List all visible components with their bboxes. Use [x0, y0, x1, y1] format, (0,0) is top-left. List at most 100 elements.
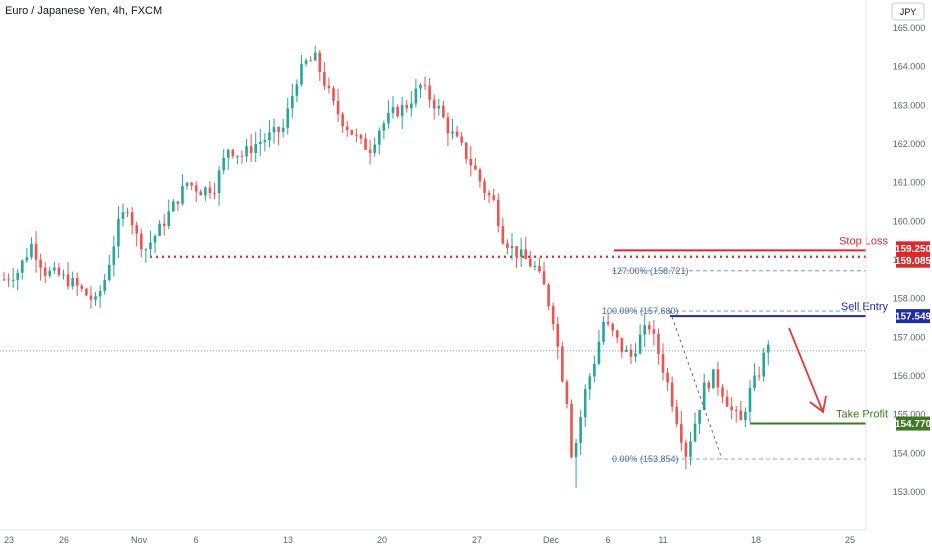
candle [323, 62, 326, 90]
candle-body [43, 267, 47, 276]
candle [400, 96, 404, 130]
candle [698, 409, 701, 434]
candle-body [172, 201, 175, 212]
candle-body [112, 246, 116, 265]
candle-body [107, 264, 111, 281]
price-tick-label: 164.000 [893, 62, 926, 72]
candle-body [712, 369, 715, 389]
candle [222, 149, 225, 175]
candle [387, 100, 390, 129]
candle [226, 148, 230, 170]
candle [583, 384, 587, 428]
candle [135, 221, 139, 247]
candle [377, 127, 381, 155]
candle [172, 199, 175, 212]
candle [680, 410, 683, 452]
candle [657, 328, 660, 365]
candle [144, 247, 148, 263]
candle [515, 246, 518, 269]
candle-body [286, 108, 290, 128]
price-tick-label: 165.000 [893, 23, 926, 33]
candle-body [496, 199, 500, 227]
candle [103, 274, 106, 295]
candle-body [291, 95, 294, 109]
candle [85, 287, 88, 297]
candle [570, 399, 573, 459]
candle-body [464, 142, 468, 160]
candle [625, 345, 628, 353]
candle-body [748, 387, 752, 412]
sell-entry-price-tag: 157.549 [895, 309, 932, 324]
candle [432, 94, 436, 120]
candle-body [400, 104, 404, 117]
candle-body [226, 149, 230, 158]
time-tick-label: 27 [472, 535, 482, 545]
candle [16, 268, 20, 291]
time-tick-label: 18 [751, 535, 761, 545]
candle [542, 261, 546, 285]
candle-body [30, 243, 33, 258]
candle [350, 129, 354, 136]
candle [382, 120, 386, 140]
candle-body [528, 259, 532, 267]
candle [25, 248, 29, 263]
candle-body [295, 84, 299, 96]
sell-entry-label: Sell Entry [841, 301, 889, 313]
stop-loss-price-tag-box [896, 241, 930, 256]
candle [231, 148, 235, 159]
time-axis[interactable]: 23 26 Nov 6 13 20 27 Dec 6 11 18 25 [0, 529, 866, 545]
candle [30, 237, 33, 260]
candle-body [245, 146, 248, 157]
candle-body [222, 157, 225, 171]
candle [190, 181, 193, 191]
candle-body [62, 274, 65, 276]
candle [126, 207, 129, 218]
candle-body [460, 136, 463, 143]
candle [506, 239, 509, 255]
candle-body [213, 193, 216, 195]
candle-body [689, 441, 692, 457]
candle-body [254, 144, 258, 154]
price-tick-label: 153.000 [893, 487, 926, 497]
candle [437, 98, 441, 116]
candle [130, 206, 134, 235]
take-profit-price-tag: 154.770 [895, 416, 932, 431]
candle [464, 141, 468, 164]
currency-button[interactable]: JPY [891, 2, 925, 21]
candle-body [739, 410, 743, 421]
candle [158, 220, 161, 237]
candle [629, 343, 633, 365]
candle-body [117, 218, 120, 247]
candle-body [506, 243, 509, 249]
candle [213, 182, 216, 200]
price-tick-label: 162.000 [893, 139, 926, 149]
candle [181, 174, 184, 206]
sell-entry-price-tag-text: 157.549 [895, 312, 932, 323]
time-tick-label: 6 [193, 535, 198, 545]
candle [291, 83, 294, 119]
candle-body [629, 349, 633, 357]
candle-body [707, 382, 711, 389]
candle-body [606, 321, 610, 324]
candle [611, 322, 614, 337]
candle [602, 316, 605, 345]
candle [753, 363, 756, 392]
candle [368, 139, 372, 165]
candle-body [670, 382, 674, 407]
candle [355, 128, 358, 143]
candle-body [39, 259, 42, 268]
candle-body [181, 185, 184, 204]
candle [117, 206, 120, 258]
candle-body [309, 60, 312, 62]
candle [702, 373, 706, 411]
candle [643, 314, 647, 348]
candle-body [556, 323, 560, 347]
candle-body [336, 100, 340, 115]
candle [451, 119, 454, 140]
candle [556, 316, 560, 360]
candle-body [11, 279, 15, 281]
candle-body [364, 138, 367, 150]
candle-body [615, 330, 619, 338]
